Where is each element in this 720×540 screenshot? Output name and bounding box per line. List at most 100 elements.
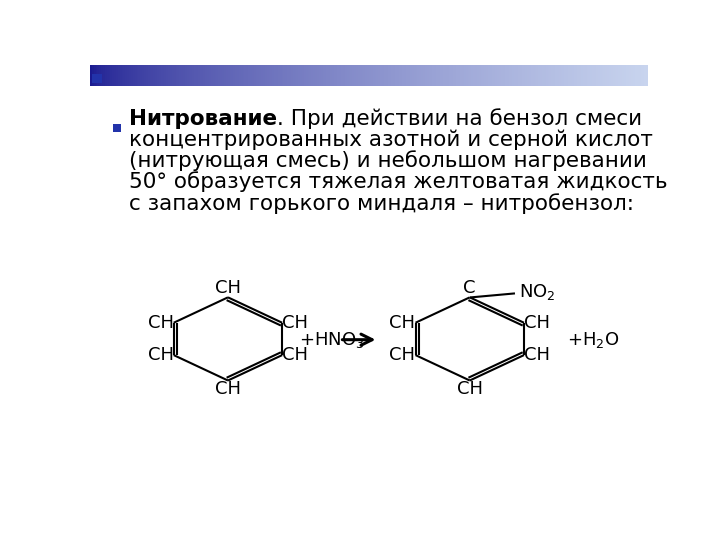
Bar bbox=[259, 65, 261, 86]
Bar bbox=[204, 65, 205, 86]
Bar bbox=[453, 65, 454, 86]
Bar bbox=[361, 65, 364, 86]
Bar bbox=[387, 65, 390, 86]
Bar bbox=[562, 65, 564, 86]
Bar bbox=[367, 65, 369, 86]
Bar bbox=[459, 65, 460, 86]
Bar bbox=[153, 65, 155, 86]
Bar bbox=[405, 65, 406, 86]
Bar bbox=[235, 65, 237, 86]
Bar bbox=[253, 65, 256, 86]
Bar bbox=[622, 65, 624, 86]
Bar bbox=[536, 65, 539, 86]
Bar bbox=[209, 65, 211, 86]
Bar bbox=[217, 65, 218, 86]
Bar bbox=[495, 65, 498, 86]
Bar bbox=[624, 65, 626, 86]
Bar bbox=[185, 65, 186, 86]
Bar bbox=[186, 65, 189, 86]
Bar bbox=[475, 65, 477, 86]
Bar bbox=[122, 65, 124, 86]
Bar bbox=[129, 65, 131, 86]
Bar bbox=[135, 65, 137, 86]
Bar bbox=[501, 65, 503, 86]
Bar bbox=[306, 65, 307, 86]
Bar bbox=[377, 65, 378, 86]
Bar bbox=[278, 65, 280, 86]
Bar bbox=[438, 65, 440, 86]
Bar bbox=[564, 65, 566, 86]
Bar bbox=[374, 65, 377, 86]
Bar bbox=[534, 65, 536, 86]
Bar bbox=[531, 65, 533, 86]
Bar bbox=[552, 65, 553, 86]
Bar bbox=[425, 65, 427, 86]
Bar bbox=[386, 65, 387, 86]
Bar bbox=[601, 65, 603, 86]
Bar bbox=[593, 65, 594, 86]
Bar bbox=[304, 65, 306, 86]
Bar bbox=[110, 65, 112, 86]
Bar bbox=[213, 65, 215, 86]
Bar bbox=[120, 65, 122, 86]
Bar bbox=[611, 65, 613, 86]
Bar bbox=[352, 65, 354, 86]
Bar bbox=[432, 65, 434, 86]
Bar bbox=[503, 65, 505, 86]
Bar bbox=[282, 65, 284, 86]
Bar bbox=[549, 65, 552, 86]
Bar bbox=[132, 65, 135, 86]
Bar bbox=[479, 65, 481, 86]
Text: CH: CH bbox=[390, 346, 415, 364]
Bar bbox=[145, 65, 148, 86]
Bar bbox=[294, 65, 297, 86]
Text: CH: CH bbox=[148, 314, 174, 332]
Bar bbox=[330, 65, 332, 86]
Bar bbox=[473, 65, 475, 86]
Bar bbox=[598, 65, 600, 86]
Bar bbox=[155, 65, 157, 86]
Text: 50° образуется тяжелая желтоватая жидкость: 50° образуется тяжелая желтоватая жидкос… bbox=[129, 172, 667, 192]
Bar bbox=[445, 65, 447, 86]
Bar bbox=[380, 65, 382, 86]
Bar bbox=[164, 65, 166, 86]
Bar bbox=[266, 65, 269, 86]
Bar bbox=[360, 65, 361, 86]
Bar bbox=[258, 65, 259, 86]
Bar bbox=[172, 65, 174, 86]
Bar bbox=[382, 65, 384, 86]
Bar bbox=[246, 65, 248, 86]
Bar bbox=[557, 65, 559, 86]
Bar bbox=[328, 65, 330, 86]
Bar bbox=[440, 65, 441, 86]
Bar bbox=[454, 65, 456, 86]
Bar bbox=[393, 65, 395, 86]
Bar bbox=[588, 65, 590, 86]
Bar bbox=[577, 65, 579, 86]
Text: . При действии на бензол смеси: . При действии на бензол смеси bbox=[277, 108, 642, 129]
Bar bbox=[390, 65, 392, 86]
Text: +H$_2$O: +H$_2$O bbox=[567, 330, 619, 350]
Bar bbox=[224, 65, 226, 86]
Bar bbox=[646, 65, 648, 86]
Bar bbox=[142, 65, 144, 86]
Bar bbox=[512, 65, 514, 86]
Bar bbox=[373, 65, 374, 86]
Bar bbox=[196, 65, 198, 86]
Bar bbox=[289, 65, 291, 86]
Bar bbox=[181, 65, 183, 86]
Bar bbox=[198, 65, 199, 86]
Bar bbox=[339, 65, 341, 86]
Bar bbox=[369, 65, 371, 86]
Bar bbox=[400, 65, 402, 86]
Bar bbox=[138, 65, 140, 86]
Bar bbox=[124, 65, 125, 86]
Bar bbox=[482, 65, 485, 86]
Bar bbox=[546, 65, 548, 86]
Bar bbox=[140, 65, 142, 86]
Bar bbox=[252, 65, 253, 86]
Bar bbox=[291, 65, 293, 86]
Bar bbox=[244, 65, 246, 86]
Bar bbox=[137, 65, 138, 86]
Bar bbox=[462, 65, 464, 86]
